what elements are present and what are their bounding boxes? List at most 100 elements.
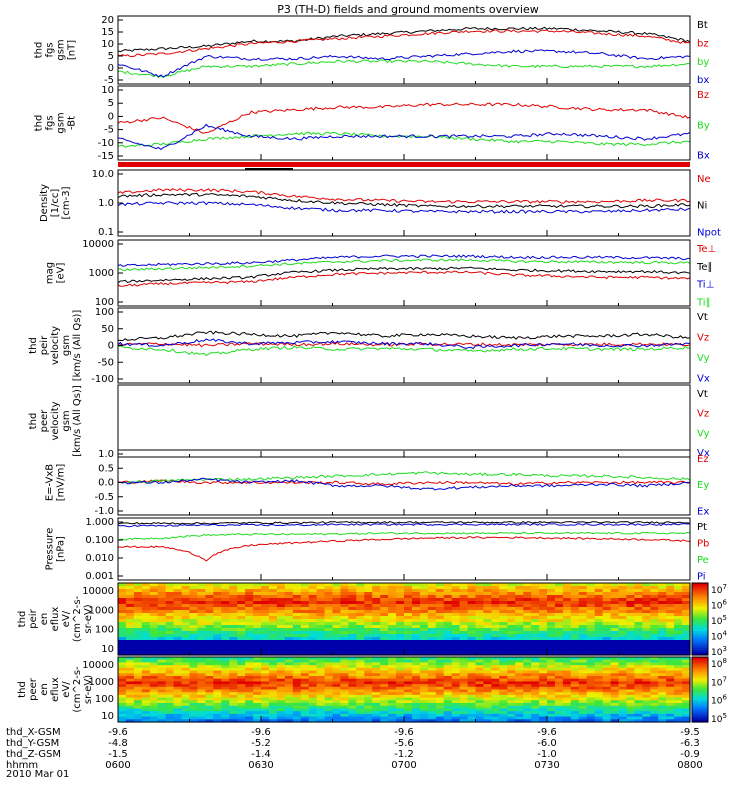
heatmap-cell — [594, 625, 604, 629]
heatmap-cell — [419, 598, 429, 602]
heatmap-cell — [666, 613, 675, 617]
heatmap-cell — [237, 646, 246, 650]
heatmap-cell — [443, 719, 453, 723]
heatmap-cell — [523, 657, 532, 661]
heatmap-cell — [125, 631, 135, 635]
heatmap-cell — [253, 586, 262, 590]
heatmap-cell — [356, 662, 365, 666]
heatmap-cell — [380, 662, 389, 666]
heatmap-cell — [261, 595, 270, 599]
heatmap-cell — [157, 592, 167, 596]
heatmap-cell — [253, 662, 262, 666]
heatmap-cell — [181, 686, 191, 691]
heatmap-cell — [141, 659, 151, 663]
heatmap-cell — [523, 689, 532, 693]
heatmap-cell — [443, 613, 453, 617]
heatmap-cell — [666, 649, 675, 653]
heatmap-cell — [284, 589, 294, 593]
heatmap-cell — [213, 613, 222, 617]
heatmap-cell — [626, 665, 635, 669]
heatmap-cell — [157, 652, 167, 656]
heatmap-cell — [594, 622, 604, 626]
heatmap-cell — [578, 700, 588, 704]
heatmap-cell — [443, 646, 453, 650]
heatmap-cell — [682, 670, 691, 674]
heatmap-cell — [499, 673, 508, 677]
heatmap-cell — [340, 640, 349, 644]
heatmap-cell — [411, 662, 421, 666]
heatmap-cell — [396, 681, 405, 685]
heatmap-cell — [332, 705, 341, 710]
heatmap-cell — [570, 595, 580, 599]
heatmap-cell — [118, 684, 127, 688]
heatmap-cell — [499, 652, 508, 656]
heatmap-cell — [459, 598, 469, 602]
heatmap-cell — [602, 649, 612, 653]
heatmap-cell — [340, 676, 349, 680]
y-tick-label: 0.100 — [85, 535, 114, 546]
heatmap-cell — [467, 686, 477, 691]
heatmap-cell — [340, 631, 349, 635]
heatmap-cell — [141, 678, 151, 682]
heatmap-cell — [149, 628, 159, 632]
heatmap-cell — [483, 689, 492, 693]
heatmap-cell — [300, 662, 310, 666]
heatmap-cell — [292, 616, 302, 620]
heatmap-cell — [245, 716, 254, 720]
heatmap-cell — [261, 616, 270, 620]
heatmap-cell — [316, 607, 326, 611]
heatmap-cell — [562, 652, 572, 656]
heatmap-cell — [650, 719, 659, 723]
heatmap-cell — [388, 657, 397, 661]
heatmap-cell — [276, 640, 286, 644]
heatmap-cell — [133, 607, 143, 611]
heatmap-cell — [658, 601, 667, 605]
heatmap-cell — [443, 665, 453, 669]
heatmap-cell — [427, 586, 437, 590]
heatmap-cell — [356, 592, 365, 596]
heatmap-cell — [650, 670, 659, 674]
heatmap-cell — [666, 659, 675, 663]
heatmap-cell — [300, 613, 310, 617]
heatmap-cell — [626, 662, 635, 666]
heatmap-cell — [499, 686, 508, 691]
heatmap-cell — [483, 601, 492, 605]
heatmap-cell — [515, 619, 524, 623]
heatmap-cell — [396, 716, 405, 720]
heatmap-cell — [451, 716, 461, 720]
heatmap-cell — [499, 711, 508, 715]
heatmap-cell — [189, 665, 198, 669]
heatmap-cell — [149, 684, 159, 688]
heatmap-cell — [531, 601, 540, 605]
heatmap-cell — [165, 631, 175, 635]
heatmap-cell — [189, 703, 198, 707]
heatmap-cell — [634, 700, 643, 704]
heatmap-cell — [586, 595, 596, 599]
heatmap-cell — [562, 631, 572, 635]
heatmap-cell — [610, 686, 620, 691]
heatmap-cell — [380, 716, 389, 720]
heatmap-cell — [213, 681, 222, 685]
heatmap-cell — [300, 694, 310, 699]
heatmap-cell — [229, 637, 238, 641]
heatmap-cell — [197, 703, 206, 707]
heatmap-cell — [229, 703, 238, 707]
panel-frame — [117, 15, 691, 85]
heatmap-cell — [682, 646, 691, 650]
heatmap-cell — [499, 676, 508, 680]
y-tick-label: 100 — [95, 307, 114, 318]
heatmap-cell — [157, 657, 167, 661]
heatmap-cell — [539, 703, 548, 707]
heatmap-cell — [261, 713, 270, 718]
heatmap-cell — [427, 705, 437, 710]
heatmap-cell — [300, 652, 310, 656]
heatmap-cell — [205, 681, 214, 685]
heatmap-cell — [292, 637, 302, 641]
heatmap-cell — [300, 684, 310, 688]
heatmap-cell — [626, 637, 635, 641]
colorbar-segment — [692, 616, 708, 620]
heatmap-cell — [133, 700, 143, 704]
heatmap-cell — [372, 610, 381, 614]
heatmap-cell — [642, 586, 651, 590]
heatmap-cell — [396, 657, 405, 661]
